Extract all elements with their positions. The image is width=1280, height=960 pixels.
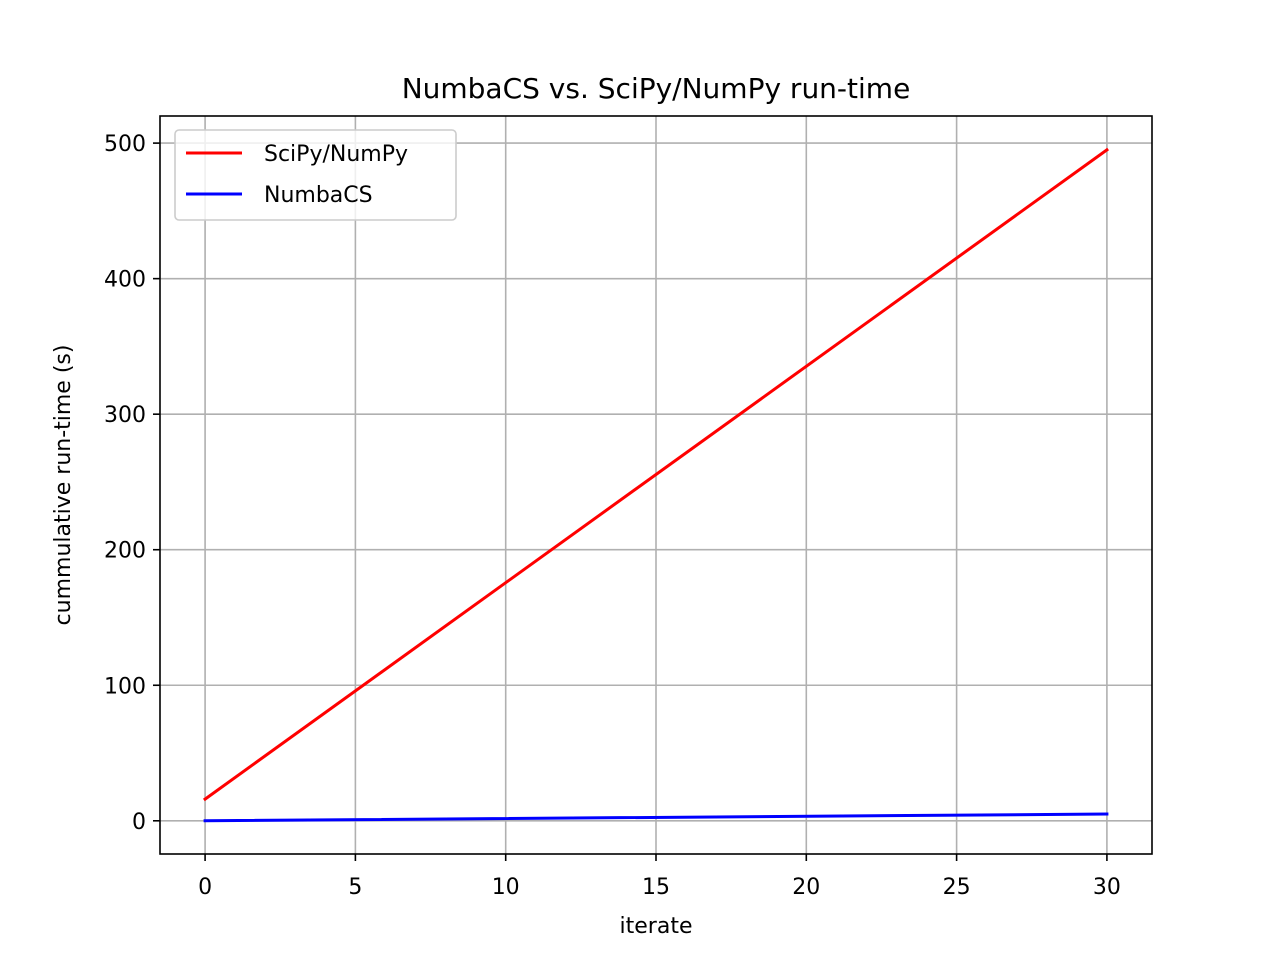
y-tick-label: 100 (104, 674, 146, 699)
legend-box (174, 129, 457, 221)
x-tick-label: 25 (943, 875, 971, 900)
y-axis-label: cummulative run-time (s) (51, 345, 76, 626)
x-axis-label: iterate (620, 914, 693, 939)
series-line-numbacs (203, 812, 1109, 823)
y-tick-label: 300 (104, 403, 146, 428)
series-line-scipy-numpy (202, 147, 1110, 802)
y-tick-label: 400 (104, 268, 146, 293)
legend: SciPy/NumPy NumbaCS (174, 129, 457, 221)
data-series (202, 147, 1110, 823)
chart-title: NumbaCS vs. SciPy/NumPy run-time (402, 72, 911, 105)
x-tick-label: 5 (348, 875, 362, 900)
legend-label-numbacs: NumbaCS (264, 183, 373, 208)
y-tick-label: 500 (104, 132, 146, 157)
legend-label-scipy-numpy: SciPy/NumPy (264, 142, 408, 167)
y-tick-label: 200 (104, 539, 146, 564)
y-tick-label: 0 (132, 810, 146, 835)
x-tick-label: 0 (198, 875, 212, 900)
x-tick-label: 15 (642, 875, 670, 900)
x-tick-label: 10 (492, 875, 520, 900)
x-tick-label: 20 (792, 875, 820, 900)
x-tick-label: 30 (1093, 875, 1121, 900)
